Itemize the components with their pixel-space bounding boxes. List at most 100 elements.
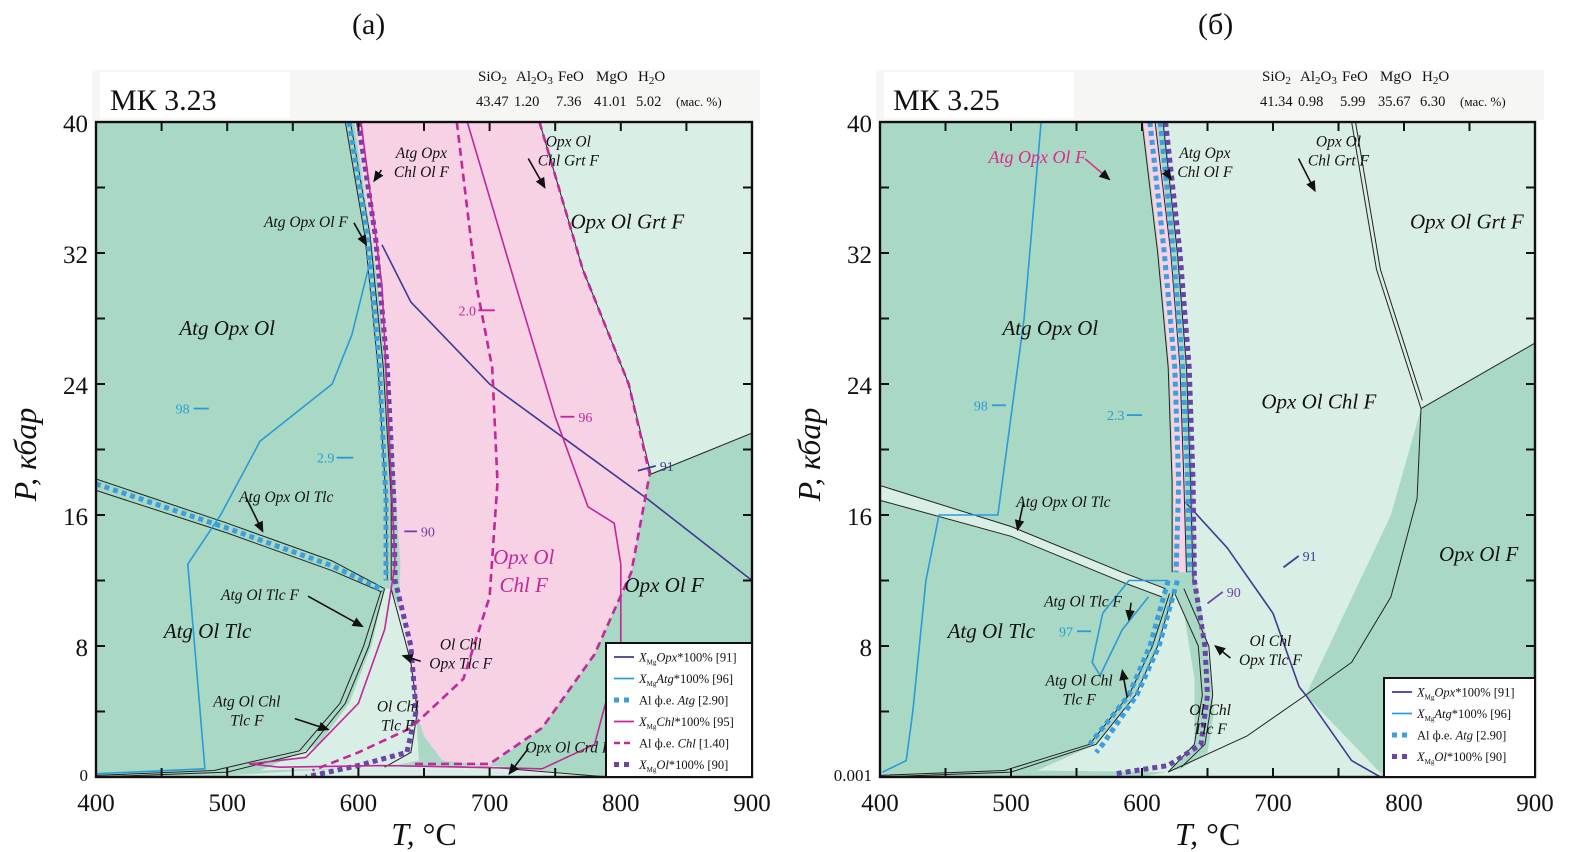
x-tick-label: 900 <box>1516 790 1554 817</box>
annotation-line: Atg Ol Tlc F <box>1043 594 1122 611</box>
series-boundary-grt-2 <box>1355 122 1423 401</box>
oxide-value: 5.02 <box>636 94 661 110</box>
legend: XMgOpx*100% [91]XMgAtg*100% [96]Al ф.е. … <box>1383 677 1536 778</box>
oxide-value: 35.67 <box>1378 94 1411 110</box>
x-tick-label: 800 <box>602 790 640 817</box>
series-boundary-ol-f <box>650 432 752 475</box>
annotation-line: Chl Ol F <box>1177 164 1233 181</box>
panel-b-letter: (б) <box>1198 8 1234 41</box>
y-tick-label: 40 <box>847 111 872 138</box>
field-pink-field <box>354 122 650 766</box>
oxide-value: 43.47 <box>476 94 509 110</box>
field-pink-field-band <box>1143 122 1187 573</box>
legend-entry: XMgOpx*100% [91] <box>638 651 737 667</box>
field-label-line: Opx Ol <box>493 545 554 569</box>
oxide-part: SiO <box>478 69 502 85</box>
oxide-part: 2 <box>531 75 537 87</box>
plot-area: Atg Opx Ol Atg Ol Tlc Opx Ol Grt F Opx Ol F… <box>96 122 752 777</box>
legend-mineral: Ol <box>656 758 669 772</box>
legend-sub: Mg <box>647 766 657 774</box>
field-label-line: Atg Opx Ol <box>177 316 275 340</box>
x-tick-label: 600 <box>340 790 378 817</box>
field-label: Opx Ol Chl F <box>1261 390 1376 414</box>
legend-mineral: Atg <box>1433 707 1451 721</box>
oxide-header: MgO <box>1380 69 1412 85</box>
oxide-header: H2O <box>638 69 665 87</box>
oxide-part: 3 <box>547 75 553 87</box>
legend-sub: Mg <box>1425 694 1435 702</box>
oxide-part: 2 <box>1433 75 1439 87</box>
annotation-line: Atg Opx <box>1178 145 1230 162</box>
oxide-part: H <box>1422 69 1433 85</box>
legend-mineral: Opx <box>656 651 677 665</box>
isopleth-label: 98 <box>176 403 190 418</box>
annotation-arrow <box>245 497 264 533</box>
x-tick-label: 800 <box>1385 790 1423 817</box>
composition-unit: (мас. %) <box>676 94 722 109</box>
annotation-arrow <box>1214 645 1231 659</box>
y-tick-label: 24 <box>63 373 89 400</box>
annotation-arrow <box>508 747 529 776</box>
oxide-part: MgO <box>1380 69 1412 85</box>
field-label: Atg Opx Ol <box>177 316 275 340</box>
oxide-value: 5.99 <box>1340 94 1365 110</box>
field-label: Atg Ol Tlc <box>162 619 252 643</box>
x-tick-label: 900 <box>733 790 771 817</box>
series-al-atg-2-3-lower-2 <box>1087 579 1171 746</box>
annotation-line: Ol Chl <box>1249 633 1291 650</box>
legend-mineral: Atg <box>1455 729 1473 743</box>
assemblage-annotation: Atg Ol Chl Tlc F <box>1045 672 1113 708</box>
assemblage-annotation: Opx Ol Chl Grt F <box>1308 134 1370 170</box>
field-label-line: Atg Opx Ol <box>1000 316 1098 340</box>
field-label-line: Opx Ol Chl F <box>1261 390 1376 414</box>
series-boundary-tlc <box>96 478 385 590</box>
series-al-chl-pink-edge <box>410 122 652 766</box>
oxide-header: Al2O3 <box>516 69 553 87</box>
legend-mineral: Chl <box>678 737 697 751</box>
annotation-arrow <box>1161 168 1172 181</box>
legend-entry: XMgOpx*100% [91] <box>1416 686 1515 702</box>
legend-post: *100% [91] <box>1455 686 1514 700</box>
x-axis-title: T, °C <box>1175 816 1241 852</box>
series-xmg-ol-90 <box>1115 122 1210 777</box>
legend-mineral: Chl <box>656 715 675 729</box>
series-xmg-atg-98 <box>96 261 371 775</box>
series-boundary-opxolf <box>1167 408 1422 773</box>
annotation-line: Atg Ol Tlc F <box>220 587 299 604</box>
legend-post: *100% [91] <box>677 651 736 665</box>
legend-entry: XMgChl*100% [95] <box>638 715 734 731</box>
annotation-line: Tlc F <box>1063 691 1097 708</box>
field-label: Opx Ol F <box>624 573 703 597</box>
legend-mineral: Ol <box>1434 750 1447 764</box>
x-axis-var: T, <box>1175 816 1198 852</box>
oxide-value: 41.01 <box>594 94 627 110</box>
legend-sub: Mg <box>1425 715 1435 723</box>
oxide-value: 1.20 <box>514 94 539 110</box>
series-boundary-olchl <box>384 588 418 768</box>
legend-post: *100% [96] <box>1452 707 1511 721</box>
isopleth-arrow <box>1206 591 1224 605</box>
title-box <box>884 72 1074 118</box>
oxide-part: FeO <box>1342 69 1368 85</box>
panel-a: МК 3.23SiO243.47Al2O31.20FeO7.36MgO41.01… <box>7 69 771 852</box>
annotation-line: Chl Grt F <box>538 153 600 170</box>
isopleth-label: 96 <box>578 411 592 426</box>
oxide-value: 7.36 <box>556 94 581 110</box>
y-tick-label: 40 <box>63 111 88 138</box>
legend-entry: XMgAtg*100% [96] <box>1416 707 1511 723</box>
annotation-line: Atg Ol Chl <box>212 694 280 711</box>
assemblage-annotation: Atg Opx Chl Ol F <box>394 145 450 181</box>
legend-sub: Mg <box>647 680 657 688</box>
oxide-part: H <box>638 69 649 85</box>
y-axis-title: P, кбар <box>7 408 43 503</box>
oxide-part: O <box>1438 69 1449 85</box>
oxide-part: FeO <box>558 69 584 85</box>
legend-box <box>605 642 753 778</box>
assemblage-annotation: Ol Chl Opx Tlc F <box>1239 633 1302 669</box>
oxide-value: 0.98 <box>1298 94 1323 110</box>
series-al-atg-2-9-main <box>346 122 389 581</box>
series-boundary-atgoltlc-2 <box>880 593 1170 776</box>
isopleth-label: 91 <box>660 460 674 475</box>
oxide-value: 6.30 <box>1420 94 1445 110</box>
isopleth-label: 98 <box>974 399 988 414</box>
